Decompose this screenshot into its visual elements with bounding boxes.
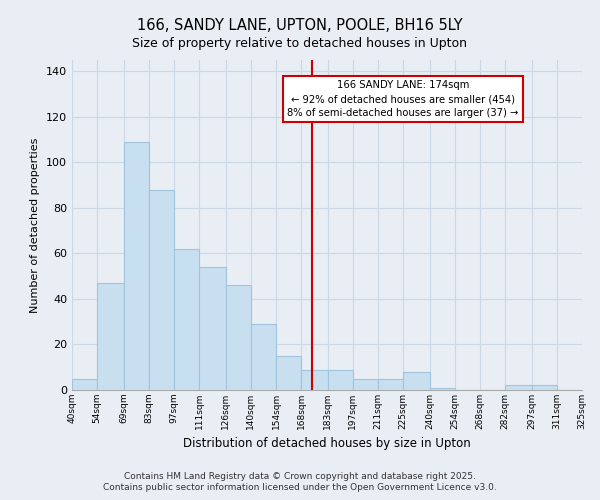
Bar (403, 372, 430, 390)
Bar (328, 370, 353, 390)
Bar (124, 142, 149, 390)
Bar (378, 378, 403, 390)
Bar (174, 249, 199, 390)
Bar (199, 267, 226, 390)
Bar (430, 388, 455, 390)
X-axis label: Distribution of detached houses by size in Upton: Distribution of detached houses by size … (183, 438, 471, 450)
Bar (532, 386, 557, 390)
Bar (251, 324, 276, 390)
Bar (276, 356, 301, 390)
Y-axis label: Number of detached properties: Number of detached properties (31, 138, 40, 312)
Bar (505, 386, 532, 390)
Bar (149, 190, 174, 390)
Bar (226, 286, 251, 390)
Text: Size of property relative to detached houses in Upton: Size of property relative to detached ho… (133, 38, 467, 51)
Bar (97, 283, 124, 390)
Text: 166, SANDY LANE, UPTON, POOLE, BH16 5LY: 166, SANDY LANE, UPTON, POOLE, BH16 5LY (137, 18, 463, 32)
Bar (301, 370, 328, 390)
Bar (353, 378, 378, 390)
Text: Contains HM Land Registry data © Crown copyright and database right 2025.
Contai: Contains HM Land Registry data © Crown c… (103, 472, 497, 492)
Bar (72, 378, 97, 390)
Text: 166 SANDY LANE: 174sqm
← 92% of detached houses are smaller (454)
8% of semi-det: 166 SANDY LANE: 174sqm ← 92% of detached… (287, 80, 519, 118)
